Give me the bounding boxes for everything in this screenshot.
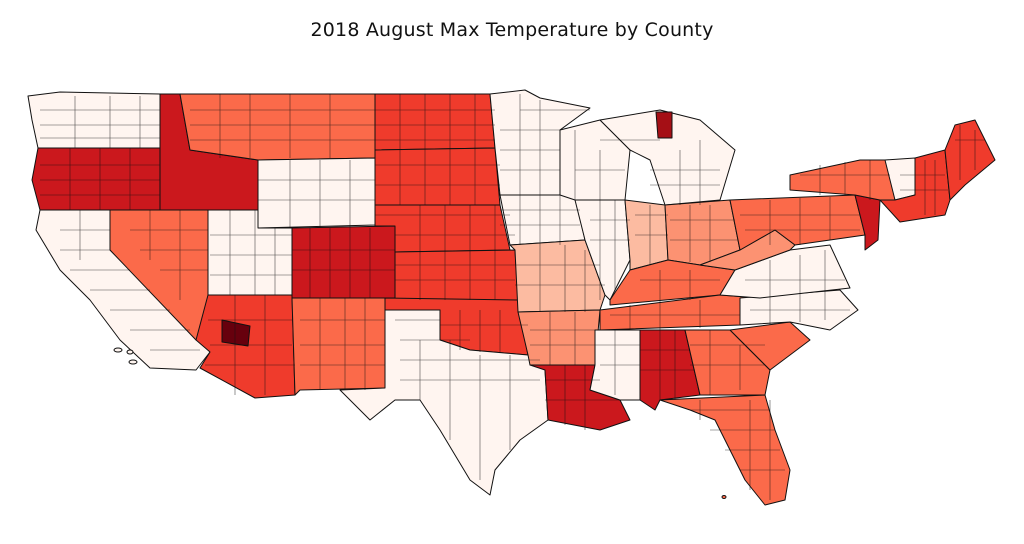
region-wyoming [257, 157, 376, 229]
region-texas [339, 309, 549, 496]
chart-title: 2018 August Max Temperature by County [310, 19, 714, 41]
region-new-mexico [291, 297, 386, 396]
region-colorado [291, 225, 396, 299]
islands [113, 347, 727, 499]
region-michigan [599, 109, 736, 206]
region-georgia [684, 329, 771, 396]
region-new-york [789, 159, 896, 201]
region-montana [179, 93, 376, 161]
region-arizona [195, 294, 296, 399]
region-nebraska [374, 204, 511, 253]
region-arizona-maricopa [221, 319, 251, 347]
region-pennsylvania [729, 194, 866, 251]
region-kansas [394, 249, 519, 301]
region-arkansas [517, 309, 601, 366]
region-maine [944, 119, 996, 201]
region-north-dakota [374, 93, 496, 151]
region-south-dakota [374, 147, 501, 206]
region-oregon [31, 147, 161, 211]
county-boundaries [40, 94, 985, 500]
region-michigan-north-county [655, 111, 673, 139]
region-florida [659, 394, 791, 506]
region-iowa [499, 194, 586, 246]
